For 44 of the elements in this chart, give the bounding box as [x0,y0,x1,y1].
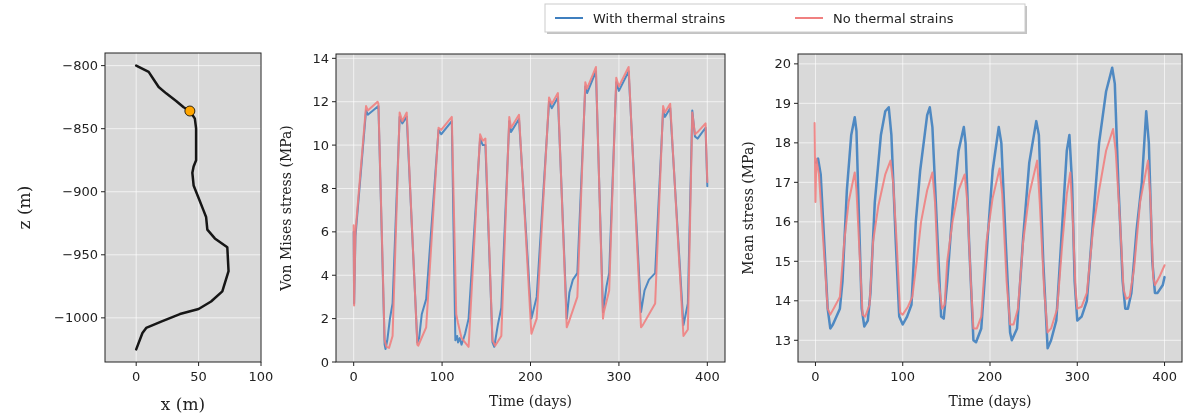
y-tick-label: −1000 [54,310,98,326]
line-series [134,64,230,351]
y-tick-label: 14 [312,50,329,66]
y-tick-label: 12 [312,94,329,110]
y-tick-label: 8 [320,180,329,196]
x-tick-label: 0 [811,369,820,384]
x-tick-label: 100 [890,369,916,384]
y-tick-label: −800 [62,58,98,74]
y-tick-label: 16 [774,214,791,230]
x-tick-label: 200 [977,369,1003,384]
y-tick-label: 6 [320,224,329,240]
x-tick-label: 100 [248,369,274,384]
x-tick-label: 300 [606,369,632,384]
x-axis-title: Time (days) [948,393,1032,409]
legend-label: No thermal strains [833,11,954,26]
y-tick-label: 14 [774,293,791,309]
legend-label: With thermal strains [593,11,726,26]
y-axis-title: Von Mises stress (MPa) [278,125,294,292]
y-tick-label: 19 [774,95,791,111]
x-axis-title: x (m) [160,394,206,414]
y-tick-label: 20 [774,56,791,72]
x-tick-label: 200 [518,369,543,384]
y-tick-label: 15 [774,253,791,269]
y-tick-label: −950 [62,247,98,263]
line-series [813,122,1166,334]
x-tick-label: 50 [190,369,207,384]
x-tick-label: 400 [1152,369,1177,384]
x-tick-label: 400 [694,369,720,384]
x-tick-label: 0 [349,369,358,384]
y-tick-label: 10 [312,137,329,153]
y-tick-label: 17 [774,174,791,190]
y-tick-label: 13 [774,332,791,348]
x-axis-title: Time (days) [488,393,573,409]
x-tick-label: 0 [132,369,141,384]
y-axis-title: Mean stress (MPa) [740,141,756,275]
y-tick-label: 18 [774,135,791,151]
x-tick-label: 300 [1064,369,1090,384]
y-tick-label: −900 [62,184,98,200]
y-tick-label: −850 [62,121,98,137]
y-tick-label: 4 [320,267,329,283]
y-axis-title: z (m) [14,185,34,230]
y-tick-label: 0 [320,354,329,370]
y-tick-label: 2 [320,311,329,327]
x-tick-label: 100 [429,369,455,384]
